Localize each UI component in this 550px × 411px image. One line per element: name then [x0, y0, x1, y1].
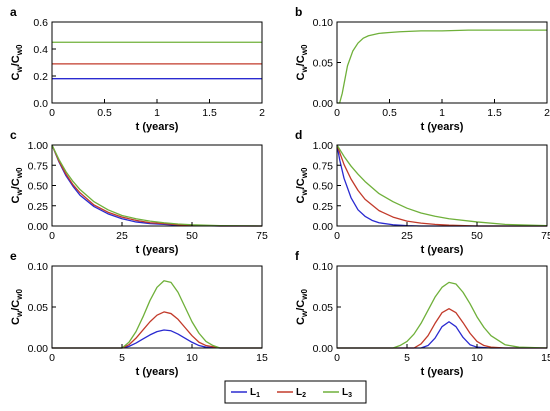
series-line-2	[51, 144, 262, 227]
x-axis-label: t (years)	[421, 244, 464, 256]
x-tick-label: 5	[404, 352, 410, 364]
plot-frame	[336, 21, 548, 104]
series-line-1	[337, 29, 547, 104]
panel-letter: f	[295, 249, 300, 263]
panel-letter: a	[10, 5, 17, 19]
x-axis-label: t (years)	[136, 366, 179, 378]
x-tick-label: 1.5	[202, 107, 217, 119]
y-tick-label: 0.6	[33, 17, 48, 29]
y-axis-label: Cw/Cw0	[295, 167, 309, 203]
plot-frame	[51, 144, 263, 227]
x-tick-label: 2	[544, 107, 550, 119]
x-tick-label: 0	[334, 107, 340, 119]
series-line-2	[337, 307, 547, 349]
y-tick-label: 0.75	[28, 160, 49, 172]
y-tick-label: 1.00	[313, 140, 334, 152]
panel-c: 0 25 50 75 0.00 0.25 0.50 0.75 1.00 t (years) Cw/C…	[10, 128, 268, 256]
x-axis-label: t (years)	[136, 121, 179, 133]
panel-letter: e	[10, 249, 17, 263]
y-tick-label: 0.00	[28, 221, 49, 233]
panel-d: 0 25 50 75 0.00 0.25 0.50 0.75 1.00 t (years) Cw/C…	[295, 128, 550, 256]
series-line-1	[52, 329, 262, 349]
y-axis-label: Cw/Cw0	[295, 289, 309, 325]
series-line-1	[51, 144, 262, 227]
y-axis-label: Cw/Cw0	[295, 44, 309, 80]
series-line-3	[336, 144, 548, 227]
series-line-1	[337, 321, 547, 349]
y-tick-label: 0.00	[313, 343, 334, 355]
x-tick-label: 10	[471, 352, 483, 364]
y-tick-label: 0.25	[28, 201, 49, 213]
y-axis-label: Cw/Cw0	[10, 289, 24, 325]
x-tick-label: 5	[119, 352, 125, 364]
y-tick-label: 0.10	[313, 17, 334, 29]
y-tick-label: 0.10	[313, 261, 334, 273]
x-tick-label: 0	[49, 107, 55, 119]
y-tick-label: 0.50	[313, 181, 334, 193]
y-tick-label: 0.05	[313, 302, 334, 314]
plot-frame	[336, 144, 548, 227]
panel-letter: b	[295, 5, 302, 19]
x-tick-label: 0.5	[382, 107, 397, 119]
panel-a: 0 0.5 1 1.5 2 0.0 0.2 0.4 0.6 t (years) Cw/Cw0 a	[10, 5, 265, 133]
x-tick-label: 50	[186, 230, 198, 242]
series-line-2	[52, 311, 262, 349]
y-tick-label: 0.00	[313, 221, 334, 233]
x-axis-label: t (years)	[136, 244, 179, 256]
y-axis-label: Cw/Cw0	[10, 167, 24, 203]
x-tick-label: 0	[334, 352, 340, 364]
x-tick-label: 50	[471, 230, 483, 242]
panel-letter: c	[10, 128, 17, 142]
panel-f: 0 5 10 15 0.00 0.05 0.10 t (years) Cw/Cw0 f	[295, 249, 550, 378]
plot-frame	[51, 265, 263, 349]
series-line-3	[52, 280, 262, 349]
series-line-3	[51, 144, 263, 227]
x-tick-label: 15	[541, 352, 550, 364]
series-line-3	[337, 281, 548, 349]
x-tick-label: 25	[401, 230, 413, 242]
y-tick-label: 0.25	[313, 201, 334, 213]
x-tick-label: 75	[256, 230, 268, 242]
plot-frame	[336, 265, 548, 349]
y-tick-label: 0.2	[33, 71, 48, 83]
series-line-2	[336, 144, 547, 227]
y-tick-label: 1.00	[28, 140, 49, 152]
y-tick-label: 0.50	[28, 181, 49, 193]
panel-e: 0 5 10 15 0.00 0.05 0.10 t (years) Cw/Cw0 e	[10, 249, 268, 378]
x-tick-label: 0	[49, 230, 55, 242]
y-tick-label: 0.75	[313, 160, 334, 172]
x-tick-label: 10	[186, 352, 198, 364]
x-tick-label: 0	[49, 352, 55, 364]
y-tick-label: 0.05	[313, 58, 334, 70]
x-tick-label: 25	[116, 230, 128, 242]
x-tick-label: 15	[256, 352, 268, 364]
x-tick-label: 1.5	[487, 107, 502, 119]
y-tick-label: 0.05	[28, 302, 49, 314]
x-tick-label: 0.5	[97, 107, 112, 119]
x-axis-label: t (years)	[421, 366, 464, 378]
y-tick-label: 0.00	[313, 98, 334, 110]
legend-box	[224, 380, 367, 404]
x-tick-label: 1	[154, 107, 160, 119]
y-tick-label: 0.00	[28, 343, 49, 355]
panel-b: 0 0.5 1 1.5 2 0.00 0.05 0.10 t (years) Cw/Cw0 b	[295, 5, 550, 133]
x-tick-label: 2	[259, 107, 265, 119]
panel-letter: d	[295, 128, 302, 142]
x-tick-label: 75	[541, 230, 550, 242]
y-axis-label: Cw/Cw0	[10, 44, 24, 80]
legend: L1 L2 L3	[224, 380, 367, 404]
series-line-1	[336, 144, 547, 227]
legend-entry-3: L3	[342, 387, 352, 399]
plot-frame	[51, 21, 263, 104]
x-axis-label: t (years)	[421, 121, 464, 133]
x-tick-label: 1	[439, 107, 445, 119]
y-tick-label: 0.10	[28, 261, 49, 273]
legend-entry-1: L1	[250, 387, 260, 399]
y-tick-label: 0.4	[33, 44, 48, 56]
legend-entry-2: L2	[296, 387, 306, 399]
x-tick-label: 0	[334, 230, 340, 242]
y-tick-label: 0.0	[33, 98, 48, 110]
